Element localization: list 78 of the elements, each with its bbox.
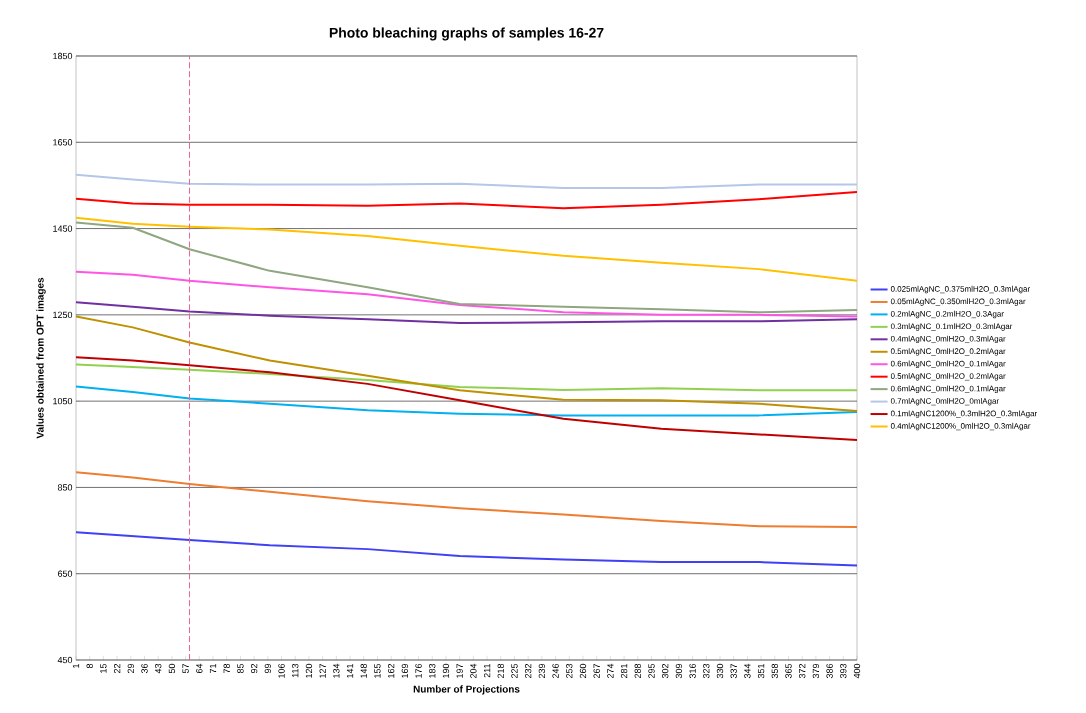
y-tick-label: 1650 bbox=[53, 139, 73, 146]
x-tick-label: 78 bbox=[223, 663, 230, 674]
x-tick-label: 316 bbox=[689, 663, 696, 679]
y-tick-label: 1250 bbox=[53, 311, 73, 319]
y-tick-label: 1050 bbox=[53, 397, 73, 405]
x-tick-label: 120 bbox=[305, 663, 313, 678]
y-tick-label: 650 bbox=[57, 570, 73, 577]
line-series bbox=[76, 221, 858, 314]
x-tick-label: 323 bbox=[703, 663, 710, 679]
x-tick-label: 106 bbox=[278, 663, 285, 678]
x-tick-label: 358 bbox=[771, 663, 778, 679]
x-tick-label: 162 bbox=[387, 663, 395, 678]
line-series bbox=[76, 173, 858, 190]
x-tick-label: 365 bbox=[785, 663, 792, 679]
y-tick-label: 1850 bbox=[53, 52, 73, 60]
x-tick-label: 337 bbox=[730, 663, 737, 679]
x-tick-label: 169 bbox=[401, 663, 409, 678]
x-tick-label: 211 bbox=[483, 663, 491, 678]
line-series bbox=[76, 216, 858, 282]
x-tick-label: 148 bbox=[360, 663, 367, 678]
line-series bbox=[76, 301, 858, 325]
x-tick-label: 127 bbox=[319, 663, 326, 678]
x-tick-label: 134 bbox=[333, 663, 340, 678]
x-tick-label: 232 bbox=[524, 663, 532, 679]
x-axis-title: Number of Projections bbox=[413, 685, 520, 695]
x-tick-label: 204 bbox=[470, 663, 477, 679]
x-tick-label: 239 bbox=[538, 663, 546, 679]
x-tick-label: 302 bbox=[662, 663, 669, 679]
line-series bbox=[76, 270, 858, 318]
chart-title: Photo bleaching graphs of samples 16-27 bbox=[329, 27, 604, 41]
x-tick-label: 344 bbox=[744, 663, 751, 679]
x-tick-label: 400 bbox=[853, 663, 861, 679]
x-tick-label: 309 bbox=[675, 663, 683, 679]
y-tick-label: 450 bbox=[57, 656, 73, 664]
x-tick-label: 85 bbox=[237, 663, 244, 674]
y-tick-label: 850 bbox=[57, 484, 73, 491]
x-tick-label: 281 bbox=[620, 663, 628, 679]
x-tick-label: 260 bbox=[579, 663, 587, 679]
x-tick-label: 246 bbox=[552, 663, 559, 679]
x-tick-label: 197 bbox=[456, 663, 463, 678]
x-tick-label: 43 bbox=[155, 663, 162, 674]
x-tick-label: 183 bbox=[429, 663, 436, 678]
x-tick-label: 351 bbox=[757, 663, 765, 679]
x-tick-label: 176 bbox=[415, 663, 422, 678]
x-tick-label: 372 bbox=[799, 663, 806, 679]
x-tick-label: 113 bbox=[292, 663, 299, 678]
x-tick-label: 36 bbox=[141, 663, 148, 674]
line-series bbox=[76, 190, 858, 210]
x-tick-label: 141 bbox=[346, 663, 354, 678]
x-tick-label: 29 bbox=[127, 663, 134, 674]
line-series bbox=[76, 315, 858, 413]
x-tick-label: 64 bbox=[196, 663, 203, 674]
x-tick-label: 225 bbox=[511, 663, 518, 679]
x-tick-label: 386 bbox=[826, 663, 833, 679]
x-tick-label: 92 bbox=[250, 663, 258, 674]
x-tick-label: 15 bbox=[100, 663, 107, 673]
x-tick-label: 190 bbox=[442, 663, 450, 678]
x-tick-label: 50 bbox=[168, 663, 176, 674]
x-tick-label: 253 bbox=[566, 663, 573, 679]
x-tick-label: 295 bbox=[648, 663, 655, 679]
x-tick-label: 330 bbox=[716, 663, 724, 679]
line-series bbox=[76, 471, 858, 529]
y-tick-label: 1450 bbox=[53, 225, 73, 232]
x-tick-label: 379 bbox=[812, 663, 820, 679]
line-series bbox=[76, 363, 858, 392]
x-tick-label: 218 bbox=[497, 663, 504, 679]
x-tick-label: 267 bbox=[593, 663, 600, 679]
x-tick-label: 1 bbox=[72, 663, 80, 668]
x-tick-label: 393 bbox=[840, 663, 847, 679]
x-tick-label: 22 bbox=[113, 663, 121, 674]
y-axis-title: Values obtained from OPT images bbox=[36, 277, 46, 439]
x-tick-label: 57 bbox=[182, 663, 189, 674]
x-tick-label: 155 bbox=[374, 663, 381, 678]
x-tick-label: 274 bbox=[607, 663, 614, 679]
x-tick-label: 99 bbox=[264, 663, 272, 674]
x-tick-label: 8 bbox=[86, 663, 93, 669]
x-tick-label: 71 bbox=[209, 663, 217, 674]
x-tick-label: 288 bbox=[634, 663, 641, 679]
